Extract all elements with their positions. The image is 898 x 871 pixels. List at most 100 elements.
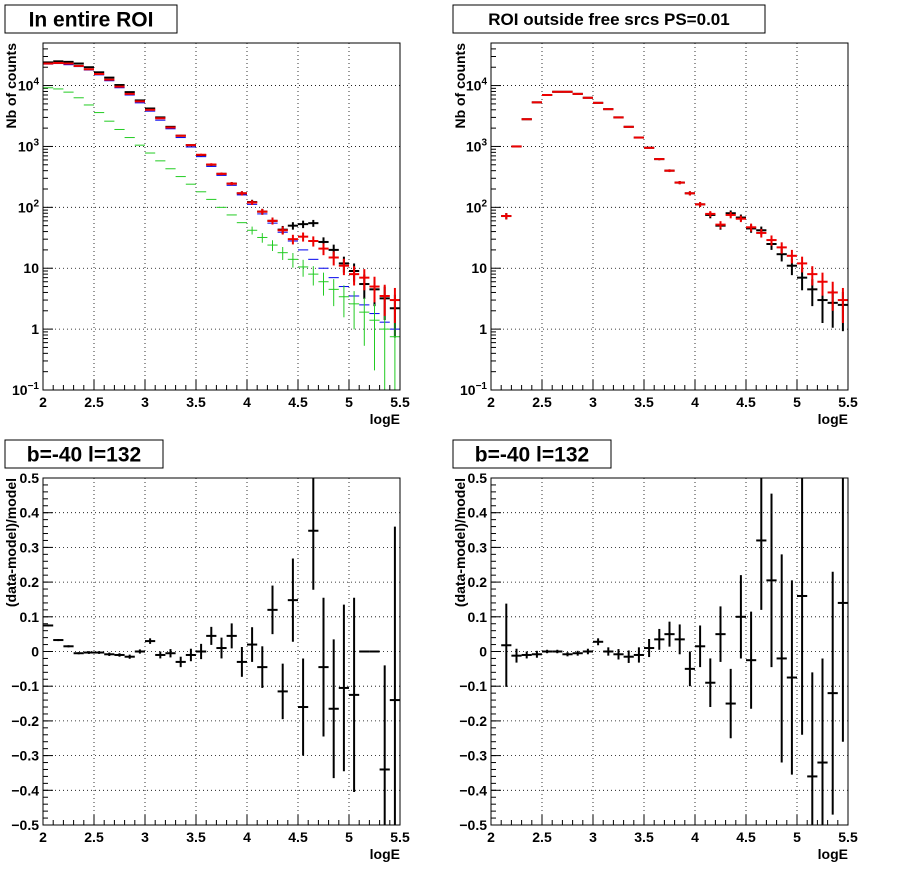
data-point [684,651,695,687]
data-point [298,220,309,229]
data-point [603,108,614,111]
data-point [206,163,217,166]
data-point [53,60,64,63]
data-point [369,276,380,303]
data-point [674,181,685,185]
y-tick-label: 0.3 [20,539,40,555]
y-tick-label: 0.2 [468,574,488,590]
y-tick-label: 0 [479,644,487,660]
x-tick-label: 5 [345,394,353,410]
data-point [124,654,135,659]
chart-title: b=-40 l=132 [27,444,141,467]
x-tick-label: 5 [345,829,353,845]
data-point [674,624,685,655]
data-point [175,134,186,137]
y-tick-label: 0.1 [20,609,40,625]
data-point [511,145,522,148]
series-2 [43,87,400,390]
data-point [247,226,258,235]
data-point [196,643,207,660]
data-point [338,258,349,276]
data-point [328,279,339,307]
data-point [185,144,196,147]
data-point [73,64,84,67]
data-point [817,658,828,825]
data-point [236,646,247,677]
data-point [308,219,319,227]
x-tick-label: 2.5 [84,829,104,845]
y-axis-title: (data-model)/model [3,478,19,607]
data-point [318,243,329,256]
data-point [277,663,288,720]
data-point [572,92,583,95]
chart-panel-top-left: 2 2.5 3 3.5 4 4.5 5 5.5 10−1 1 10 102 103 104 logE Nb o… [3,4,410,427]
data-point [654,158,665,161]
x-tick-label: 2 [39,394,47,410]
y-tick-label: −0.2 [11,713,39,729]
y-tick-label: 0.2 [20,574,40,590]
data-point [124,92,135,95]
y-tick-label: 104 [18,77,40,94]
data-point [613,116,624,119]
chart-title-box [452,439,612,469]
x-tick-label: 4.5 [736,829,756,845]
data-point [257,208,268,215]
y-tick-label: −0.3 [459,748,487,764]
data-point [746,611,757,709]
data-point [827,281,838,311]
x-tick-label: 3 [141,829,149,845]
data-point [531,650,542,658]
x-tick-label: 2 [487,829,495,845]
x-tick-label: 2.5 [532,394,552,410]
data-point [756,228,767,238]
data-point [623,125,634,128]
x-tick-label: 5.5 [390,829,410,845]
data-point [277,246,288,260]
data-point [63,60,74,63]
y-axis-title: Nb of counts [452,43,468,129]
x-tick-label: 4 [243,394,251,410]
data-point [196,153,207,156]
data-point [359,269,370,291]
data-point [644,146,655,149]
data-point [531,101,542,104]
y-axis-title: Nb of counts [3,43,19,129]
data-point [216,172,227,176]
x-tick-label: 3 [141,394,149,410]
data-point [807,266,818,286]
data-point [501,213,512,220]
data-point [725,668,736,739]
data-point [63,645,74,648]
data-point [206,626,217,645]
data-point [349,266,360,286]
data-point [715,221,726,229]
data-point [776,242,787,254]
data-point [43,62,54,65]
data-point [298,259,309,277]
data-point [593,101,604,104]
data-point [623,650,634,663]
data-point [134,649,145,654]
y-tick-label: −0.5 [11,817,39,833]
data-point [746,223,757,232]
x-tick-label: 5.5 [838,394,858,410]
data-point [552,649,563,654]
data-point [267,585,278,635]
data-point [379,284,390,316]
y-tick-label: −0.4 [11,782,39,798]
x-tick-label: 4.5 [288,829,308,845]
data-point [145,108,156,111]
chart-title-box [452,4,766,34]
data-point [644,639,655,658]
data-point [349,597,360,793]
data-point [114,653,125,657]
data-point [633,136,644,139]
series-0 [501,478,848,825]
data-point [582,648,593,655]
x-tick-label: 5 [793,394,801,410]
data-point [94,651,105,654]
data-point [63,62,74,65]
data-point [389,526,400,825]
data-point [257,646,268,688]
data-point [53,639,64,642]
